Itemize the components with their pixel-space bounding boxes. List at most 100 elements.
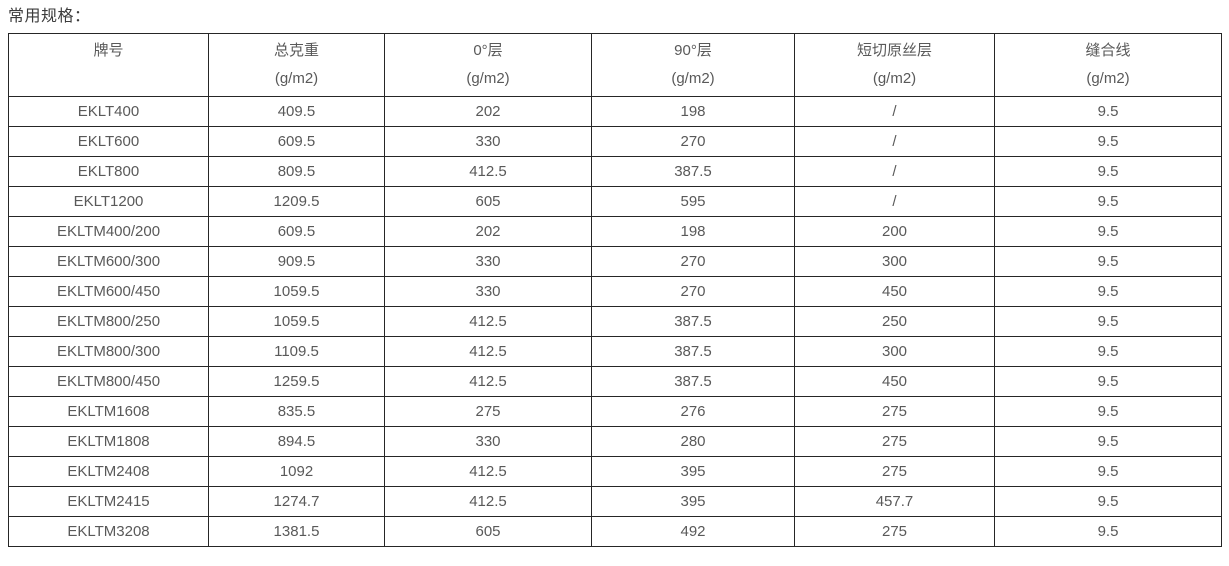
- table-cell: 9.5: [994, 366, 1222, 397]
- table-cell: EKLTM800/250: [8, 306, 209, 337]
- table-cell: EKLTM2408: [8, 456, 209, 487]
- table-cell: 835.5: [208, 396, 385, 427]
- table-cell: 412.5: [384, 306, 592, 337]
- table-cell: 1109.5: [208, 336, 385, 367]
- table-cell: 300: [794, 246, 995, 277]
- table-cell: 198: [591, 216, 795, 247]
- table-cell: 275: [794, 456, 995, 487]
- table-cell: 595: [591, 186, 795, 217]
- table-cell: EKLTM3208: [8, 516, 209, 547]
- table-row: EKLTM2415 1274.7 412.5 395 457.7 9.5: [8, 486, 1222, 517]
- column-header-unit: (g/m2): [466, 70, 510, 87]
- table-cell: 198: [591, 96, 795, 127]
- table-cell: 270: [591, 276, 795, 307]
- table-cell: 1274.7: [208, 486, 385, 517]
- table-cell: EKLT400: [8, 96, 209, 127]
- table-row: EKLT600 609.5 330 270/9.5: [8, 126, 1222, 157]
- table-row: EKLTM600/300 909.5 330 270 300 9.5: [8, 246, 1222, 277]
- table-cell: 450: [794, 276, 995, 307]
- table-cell: 412.5: [384, 366, 592, 397]
- table-cell: 9.5: [994, 396, 1222, 427]
- column-header-4: 短切原丝层 (g/m2): [794, 33, 995, 97]
- table-cell: 9.5: [994, 516, 1222, 547]
- table-cell: 270: [591, 126, 795, 157]
- table-cell: 909.5: [208, 246, 385, 277]
- table-row: EKLTM1608 835.5 275 276 275 9.5: [8, 396, 1222, 427]
- table-cell: 202: [384, 216, 592, 247]
- table-cell: 387.5: [591, 156, 795, 187]
- table-cell: EKLT800: [8, 156, 209, 187]
- table-cell: 330: [384, 246, 592, 277]
- table-cell: 1092: [208, 456, 385, 487]
- column-header-3: 90°层 (g/m2): [591, 33, 795, 97]
- table-row: EKLT400 409.5 202 198/9.5: [8, 96, 1222, 127]
- table-cell: 250: [794, 306, 995, 337]
- table-cell: EKLTM2415: [8, 486, 209, 517]
- table-cell: 9.5: [994, 426, 1222, 457]
- table-cell: 412.5: [384, 486, 592, 517]
- column-header-label: 短切原丝层: [856, 42, 932, 59]
- table-cell: /: [794, 186, 995, 217]
- table-cell: 609.5: [208, 126, 385, 157]
- table-cell: 9.5: [994, 276, 1222, 307]
- table-cell: EKLTM400/200: [8, 216, 209, 247]
- table-cell: EKLTM600/450: [8, 276, 209, 307]
- table-cell: 1381.5: [208, 516, 385, 547]
- table-cell: 330: [384, 426, 592, 457]
- column-header-label: 0°层: [473, 42, 503, 59]
- table-cell: 9.5: [994, 96, 1222, 127]
- column-header-label: 牌号: [93, 42, 124, 59]
- column-header-5: 缝合线 (g/m2): [994, 33, 1222, 97]
- column-header-label: 90°层: [674, 42, 712, 59]
- table-row: EKLTM3208 1381.5 605 492 275 9.5: [8, 516, 1222, 547]
- table-cell: 9.5: [994, 156, 1222, 187]
- table-cell: EKLTM600/300: [8, 246, 209, 277]
- table-cell: 605: [384, 186, 592, 217]
- column-header-label: 总克重: [273, 42, 319, 59]
- table-cell: 412.5: [384, 336, 592, 367]
- table-cell: 9.5: [994, 486, 1222, 517]
- table-row: EKLTM400/200 609.5 202 198 200 9.5: [8, 216, 1222, 247]
- column-header-unit: [10, 65, 208, 93]
- table-cell: 387.5: [591, 306, 795, 337]
- table-cell: 275: [794, 396, 995, 427]
- spec-table: 牌号 总克重 (g/m2) 0°层 (g/m2) 90°层 (g/m2) 短切原丝层 (g/m2…: [8, 33, 1222, 547]
- table-cell: EKLT1200: [8, 186, 209, 217]
- table-cell: EKLTM800/300: [8, 336, 209, 367]
- table-row: EKLTM600/450 1059.5 330 270 450 9.5: [8, 276, 1222, 307]
- table-cell: EKLT600: [8, 126, 209, 157]
- column-header-1: 总克重 (g/m2): [208, 33, 385, 97]
- table-cell: 1059.5: [208, 306, 385, 337]
- table-cell: 387.5: [591, 336, 795, 367]
- column-header-unit: (g/m2): [872, 70, 917, 87]
- table-cell: 9.5: [994, 126, 1222, 157]
- page: 常用规格： 牌号 总克重 (g/m2) 0°层 (g/m2) 90°层 (g/m2) 短切原丝…: [0, 7, 1229, 547]
- table-cell: 276: [591, 396, 795, 427]
- table-row: EKLT1200 1209.5 605 595/9.5: [8, 186, 1222, 217]
- table-cell: 9.5: [994, 336, 1222, 367]
- table-row: EKLTM800/300 1109.5 412.5 387.5 300 9.5: [8, 336, 1222, 367]
- table-cell: /: [794, 156, 995, 187]
- table-cell: /: [794, 126, 995, 157]
- table-cell: 202: [384, 96, 592, 127]
- table-cell: 457.7: [794, 486, 995, 517]
- table-cell: 330: [384, 276, 592, 307]
- table-cell: 330: [384, 126, 592, 157]
- table-cell: 809.5: [208, 156, 385, 187]
- table-cell: 1209.5: [208, 186, 385, 217]
- column-header-unit: (g/m2): [671, 70, 715, 87]
- table-cell: 200: [794, 216, 995, 247]
- table-row: EKLT800 809.5 412.5 387.5/9.5: [8, 156, 1222, 187]
- column-header-unit: (g/m2): [274, 70, 319, 87]
- table-cell: 275: [384, 396, 592, 427]
- table-cell: 492: [591, 516, 795, 547]
- table-cell: 605: [384, 516, 592, 547]
- table-cell: 300: [794, 336, 995, 367]
- table-cell: 275: [794, 426, 995, 457]
- table-cell: 270: [591, 246, 795, 277]
- column-header-0: 牌号: [8, 33, 209, 97]
- table-row: EKLTM800/450 1259.5 412.5 387.5 450 9.5: [8, 366, 1222, 397]
- table-cell: 894.5: [208, 426, 385, 457]
- table-cell: EKLTM1808: [8, 426, 209, 457]
- table-cell: 1259.5: [208, 366, 385, 397]
